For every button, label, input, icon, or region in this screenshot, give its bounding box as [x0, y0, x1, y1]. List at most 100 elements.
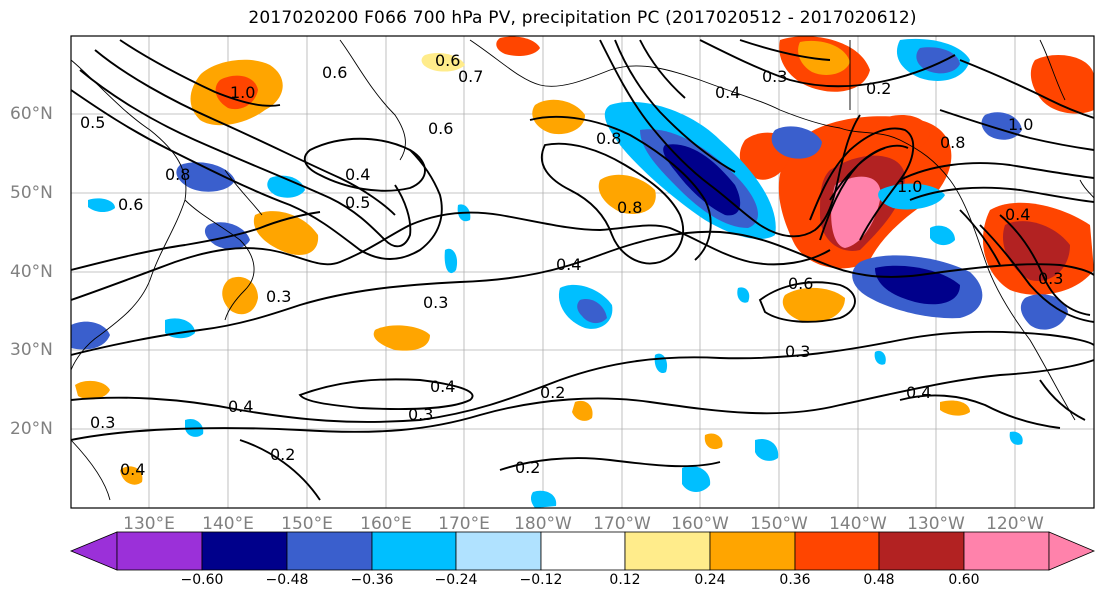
precip-positive-area — [120, 466, 143, 485]
precip-positive-area — [598, 174, 656, 214]
colorbar-segment — [963, 531, 1050, 571]
precip-positive-area — [831, 176, 881, 248]
lon-label: 120°W — [986, 514, 1044, 534]
contour-label: 0.4 — [228, 397, 253, 416]
colorbar-segment — [201, 531, 288, 571]
contour-label: 0.4 — [1005, 205, 1030, 224]
contour-label: 0.2 — [540, 383, 565, 402]
colorbar-tick-label: −0.60 — [180, 572, 224, 588]
contour-label: 0.3 — [423, 293, 448, 312]
contour-label: 0.3 — [1038, 269, 1063, 288]
precip-positive-area — [940, 400, 970, 416]
colorbar-tick-label: 0.60 — [948, 572, 980, 588]
contour-label: 0.2 — [270, 445, 295, 464]
precip-negative-area — [682, 465, 711, 493]
precip-negative-area — [878, 183, 945, 210]
precip-positive-area — [75, 380, 110, 400]
contour-label: 0.7 — [458, 67, 483, 86]
colorbar-tick-label: 0.36 — [779, 572, 811, 588]
colorbar-segment — [286, 531, 373, 571]
precip-positive-area — [496, 36, 540, 56]
contour-label: 0.3 — [785, 342, 810, 361]
contour-label: 1.0 — [1008, 115, 1033, 134]
lon-label: 130°E — [123, 514, 175, 534]
lat-label: 20°N — [10, 419, 53, 439]
colorbar-tick-label: −0.24 — [434, 572, 478, 588]
contour-label: 0.4 — [430, 377, 455, 396]
precip-positive-area — [572, 400, 593, 421]
map-frame — [70, 35, 1095, 509]
precip-positive-area — [798, 40, 850, 75]
contour-label: 0.4 — [120, 460, 145, 479]
precip-positive-area — [782, 287, 845, 323]
colorbar-tick-label: −0.48 — [265, 572, 309, 588]
contour-label: 0.3 — [266, 287, 291, 306]
contour-label: 0.4 — [556, 255, 581, 274]
colorbar-extend-high — [1048, 531, 1096, 571]
contour-label: 0.6 — [118, 195, 143, 214]
contour-label: 1.0 — [230, 83, 255, 102]
contour-label: 0.3 — [90, 413, 115, 432]
colorbar-segment — [624, 531, 711, 571]
contour-label: 0.8 — [165, 165, 190, 184]
contour-label: 0.6 — [435, 51, 460, 70]
pv-contours — [71, 39, 1094, 501]
precip-positive-area — [373, 325, 430, 351]
contour-label: 0.4 — [906, 383, 931, 402]
contour-label: 0.8 — [617, 198, 642, 217]
contour-label: 0.6 — [322, 63, 347, 82]
contour-label: 1.0 — [897, 177, 922, 196]
map-title: 2017020200 F066 700 hPa PV, precipitatio… — [248, 8, 917, 28]
colorbar — [69, 531, 1096, 571]
precip-negative-area — [930, 225, 955, 246]
precip-negative-area — [267, 175, 305, 198]
precip-negative-area — [737, 287, 750, 303]
contour-label: 0.3 — [408, 405, 433, 424]
contour-label: 0.6 — [428, 119, 453, 138]
colorbar-segment — [371, 531, 457, 571]
contour-label: 0.4 — [345, 165, 370, 184]
lon-label: 150°E — [281, 514, 333, 534]
precip-positive-area — [253, 211, 319, 255]
precip-negative-area — [1020, 294, 1068, 330]
precip-negative-area — [444, 248, 458, 274]
precip-negative-area — [204, 222, 250, 250]
lon-label: 160°W — [671, 514, 729, 534]
precip-negative-area — [530, 490, 557, 508]
precip-negative-area — [577, 299, 607, 324]
lat-label: 30°N — [10, 340, 53, 360]
contour-label: 0.8 — [596, 129, 621, 148]
contour-label: 0.5 — [80, 113, 105, 132]
precip-negative-area — [874, 350, 886, 365]
precip-negative-area — [755, 438, 779, 461]
precip-negative-area — [88, 198, 115, 213]
contour-label: 0.2 — [515, 458, 540, 477]
lon-label: 140°W — [829, 514, 887, 534]
colorbar-segment — [116, 531, 203, 571]
lon-label: 130°W — [907, 514, 965, 534]
colorbar-tick-label: −0.36 — [350, 572, 394, 588]
precip-positive-area — [704, 433, 723, 450]
contour-label: 0.2 — [866, 79, 891, 98]
lon-label: 170°E — [438, 514, 490, 534]
colorbar-tick-label: 0.12 — [609, 572, 641, 588]
contour-label: 0.5 — [345, 193, 370, 212]
colorbar-segment — [455, 531, 542, 571]
colorbar-tick-label: 0.24 — [694, 572, 726, 588]
colorbar-segment — [794, 531, 880, 571]
contour-label: 0.4 — [715, 83, 740, 102]
lon-label: 160°E — [360, 514, 412, 534]
lat-label: 50°N — [10, 183, 53, 203]
colorbar-tick-label: −0.12 — [519, 572, 563, 588]
precip-negative-area — [771, 126, 822, 159]
precip-positive-area — [215, 75, 258, 110]
lon-label: 140°E — [202, 514, 254, 534]
lon-label: 170°W — [593, 514, 651, 534]
precip-negative-area — [176, 162, 235, 192]
precip-negative-area — [71, 321, 110, 350]
lon-label: 180°W — [514, 514, 572, 534]
precip-negative-area — [916, 47, 960, 74]
colorbar-segment — [709, 531, 796, 571]
lon-label: 150°W — [750, 514, 808, 534]
